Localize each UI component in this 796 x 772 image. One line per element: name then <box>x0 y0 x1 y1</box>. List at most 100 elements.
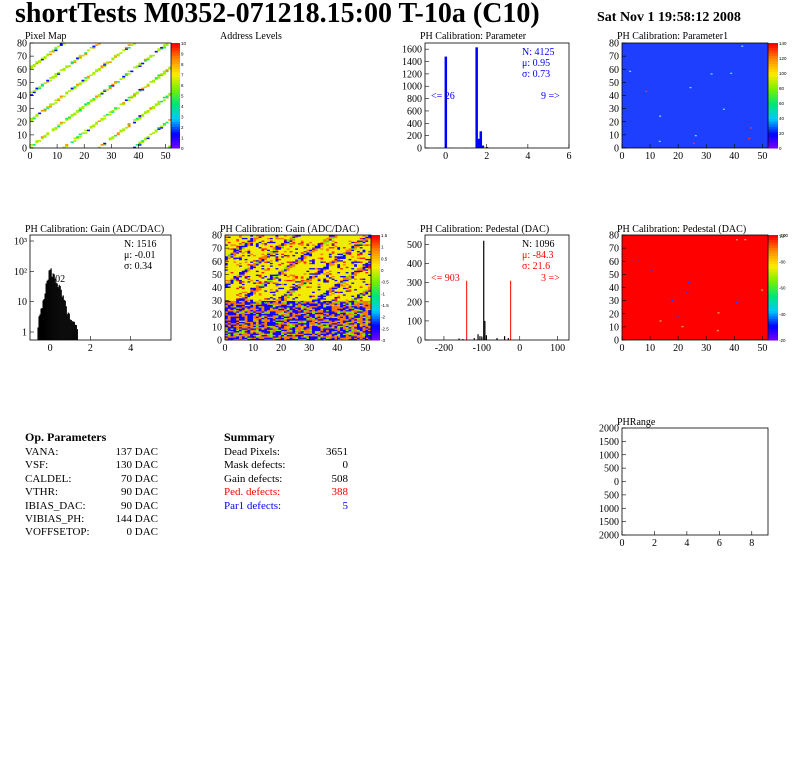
gain-cell <box>275 292 279 295</box>
gain-cell <box>309 286 313 288</box>
pixel-cell <box>103 142 107 145</box>
pixel-cell <box>160 48 164 50</box>
gain-cell <box>239 295 243 297</box>
gain-cell <box>225 304 229 307</box>
pixel-cell <box>162 96 166 99</box>
gain-cell <box>328 237 332 240</box>
gain-cell <box>314 307 318 309</box>
gain-cell <box>298 305 302 308</box>
gain-cell <box>250 292 254 295</box>
gain-cell <box>320 261 324 263</box>
gain-cell <box>292 269 296 271</box>
gain-cell <box>241 315 245 317</box>
gain-cell <box>326 313 330 316</box>
gain-cell <box>309 337 313 339</box>
gain-cell <box>300 240 304 242</box>
gain-cell <box>342 261 347 263</box>
gain-cell <box>317 329 321 332</box>
pixel-cell <box>43 134 47 137</box>
gain-cell <box>342 329 347 332</box>
gain-cell <box>250 266 254 269</box>
gain-cell <box>225 241 229 244</box>
gain-cell <box>359 287 363 290</box>
gain-cell <box>312 292 316 295</box>
gain-cell <box>269 256 274 258</box>
gain-cell <box>283 280 288 283</box>
gain-cell <box>334 279 338 282</box>
gain-cell <box>267 290 271 292</box>
gain-cell <box>275 246 279 249</box>
gain-cell <box>286 241 290 244</box>
gain-cell <box>244 245 248 248</box>
gain-cell <box>359 332 363 334</box>
gain-cell <box>340 326 344 329</box>
gain-cell <box>244 308 248 311</box>
gain-cell <box>292 319 296 321</box>
gain-cell <box>320 313 324 316</box>
pixel-cell <box>146 85 150 87</box>
gain-cell <box>289 326 293 329</box>
gain-cell <box>258 253 262 255</box>
palette-cell <box>768 308 778 312</box>
gain-cell <box>227 240 231 242</box>
pixel-cell <box>100 66 104 69</box>
gain-cell <box>326 262 330 265</box>
gain-cell <box>314 263 318 266</box>
gain-cell <box>365 298 369 300</box>
gain-cell <box>289 242 293 245</box>
gain-cell <box>286 236 290 238</box>
gain-cell <box>359 236 363 238</box>
gain-cell <box>348 308 352 311</box>
gain-cell <box>258 317 262 320</box>
gain-cell <box>227 265 231 267</box>
gain-cell <box>351 296 355 299</box>
gain-cell <box>328 235 332 237</box>
gain-cell <box>328 321 332 324</box>
gain-cell <box>244 303 248 305</box>
gain-cell <box>348 262 352 265</box>
chart-gain-2d: PH Calibration: Gain (ADC/DAC)-3-2.5-2-1… <box>212 224 389 354</box>
gain-cell <box>326 273 330 275</box>
gain-cell <box>225 286 229 288</box>
pixel-cell <box>116 53 120 56</box>
gain-cell <box>233 280 237 283</box>
gain-cell <box>326 329 330 332</box>
gain-cell <box>286 244 290 246</box>
gain-cell <box>362 241 366 244</box>
gain-cell <box>272 300 276 303</box>
gain-cell <box>368 319 372 321</box>
gain-cell <box>331 236 335 238</box>
gain-cell <box>365 259 369 262</box>
gain-cell <box>328 305 332 308</box>
gain-cell <box>348 265 352 267</box>
chart-pedestal-2d: PH Calibration: Pedestal (DAC)-20-40-60-… <box>609 224 789 354</box>
gain-cell <box>250 333 254 336</box>
x-tick-label: 2 <box>88 343 93 354</box>
gain-cell <box>328 308 332 311</box>
gain-cell <box>264 246 268 249</box>
gain-cell <box>264 273 268 275</box>
pixel-cell <box>59 96 63 99</box>
gain-cell <box>323 303 327 305</box>
gain-cell <box>354 259 358 262</box>
gain-cell <box>278 286 282 288</box>
gain-cell <box>337 304 341 307</box>
pixel-cell <box>40 57 44 60</box>
gain-cell <box>356 319 361 321</box>
gain-cell <box>334 287 338 290</box>
gain-cell <box>283 319 288 321</box>
gain-cell <box>368 286 372 288</box>
outlier-pixel <box>645 90 648 93</box>
gain-cell <box>362 325 366 328</box>
gain-cell <box>323 319 327 321</box>
gain-cell <box>306 273 310 275</box>
gain-cell <box>334 319 338 321</box>
gain-cell <box>348 271 352 274</box>
gain-cell <box>258 286 262 288</box>
gain-cell <box>233 330 237 333</box>
gain-cell <box>359 317 363 320</box>
gain-cell <box>230 332 234 334</box>
gain-cell <box>267 325 271 328</box>
palette-label: -1 <box>381 291 385 296</box>
gain-cell <box>292 257 296 259</box>
